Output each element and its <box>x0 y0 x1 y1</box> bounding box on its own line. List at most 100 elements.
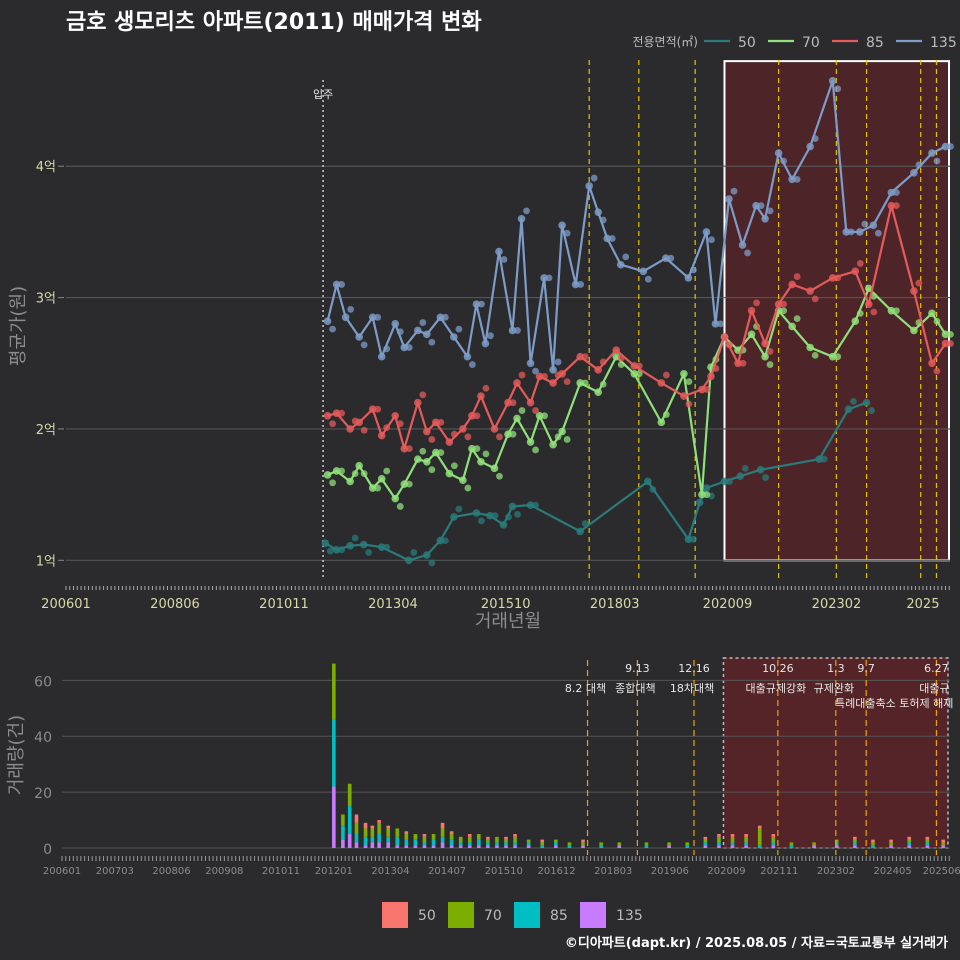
point-70 <box>323 471 332 479</box>
x-tick-label: 200806 <box>150 597 200 612</box>
volume-bar-135 <box>440 842 445 848</box>
point-70 <box>477 457 485 466</box>
point-70 <box>473 445 481 453</box>
point-85 <box>423 427 431 436</box>
point-70 <box>865 284 873 293</box>
volume-bar-70 <box>341 814 345 826</box>
point-85 <box>377 431 386 440</box>
volume-bar-135 <box>431 845 436 848</box>
legend-swatch-135 <box>580 902 606 928</box>
volume-bar-70 <box>554 839 558 843</box>
volume-bar-135 <box>495 845 499 848</box>
point-70 <box>947 330 954 338</box>
point-135 <box>738 241 747 249</box>
point-70 <box>910 326 918 335</box>
point-50 <box>332 545 341 554</box>
point-135 <box>329 325 336 333</box>
volume-bar-85 <box>644 845 649 848</box>
point-70 <box>518 407 526 414</box>
point-85 <box>558 369 566 378</box>
volume-bar-135 <box>667 845 671 848</box>
volume-bar-135 <box>907 845 912 848</box>
point-135 <box>915 161 923 169</box>
annotation-text: 18차대책 <box>670 682 714 695</box>
point-135 <box>834 85 842 93</box>
volume-bar-50 <box>581 839 585 843</box>
point-50 <box>581 520 589 527</box>
legend-title: 전용면적(㎡) <box>632 35 698 49</box>
point-135 <box>599 216 607 224</box>
point-70 <box>423 457 431 466</box>
point-50 <box>472 509 481 517</box>
volume-bar-85 <box>404 839 409 846</box>
volume-bar-135 <box>812 845 816 848</box>
point-85 <box>445 438 454 446</box>
point-85 <box>806 287 814 295</box>
point-50 <box>505 513 512 521</box>
volume-bar-135 <box>526 845 531 848</box>
point-50 <box>326 547 334 555</box>
point-70 <box>513 414 521 423</box>
point-70 <box>766 361 774 368</box>
volume-bar-85 <box>871 845 875 848</box>
point-70 <box>558 427 566 436</box>
point-70 <box>599 380 607 388</box>
point-70 <box>581 379 589 387</box>
point-85 <box>739 359 747 367</box>
point-50 <box>428 559 436 567</box>
point-135 <box>441 313 449 321</box>
volume-bar-70 <box>771 836 776 843</box>
volume-bar-70 <box>599 842 603 846</box>
annotation-date: 6.27 <box>924 662 949 675</box>
point-135 <box>436 313 445 322</box>
point-70 <box>432 448 440 457</box>
point-50 <box>702 484 711 492</box>
point-85 <box>915 279 923 287</box>
point-70 <box>391 494 400 503</box>
point-85 <box>793 273 801 280</box>
volume-bar-85 <box>413 839 418 846</box>
point-85 <box>910 287 918 295</box>
point-85 <box>865 300 873 308</box>
point-135 <box>780 157 788 165</box>
volume-bar-85 <box>757 845 762 848</box>
point-85 <box>332 409 341 417</box>
point-50 <box>410 549 418 556</box>
point-85 <box>635 362 643 370</box>
volume-bar-70 <box>853 839 857 843</box>
volume-bar-85 <box>332 719 336 787</box>
annotation-date: 9.7 <box>857 662 875 675</box>
volume-bar-135 <box>513 845 517 848</box>
point-135 <box>711 320 720 328</box>
point-70 <box>892 307 900 315</box>
point-135 <box>500 256 508 263</box>
point-135 <box>869 221 878 230</box>
volume-bar-85 <box>526 842 531 846</box>
point-50 <box>499 521 508 529</box>
volume-bar-85 <box>495 842 499 846</box>
point-85 <box>581 353 589 361</box>
point-85 <box>428 436 436 443</box>
volume-bar-135 <box>347 834 352 848</box>
point-135 <box>730 187 738 195</box>
volume-bar-135 <box>404 845 409 848</box>
point-85 <box>518 371 526 379</box>
x-axis-label: 거래년월 <box>475 611 541 632</box>
point-50 <box>762 474 769 481</box>
point-50 <box>649 485 657 493</box>
point-85 <box>383 424 391 432</box>
point-135 <box>455 325 463 333</box>
point-135 <box>828 77 837 85</box>
point-70 <box>680 369 688 378</box>
volume-bar-135 <box>395 845 400 848</box>
point-50 <box>338 546 346 554</box>
volume-bar-135 <box>422 845 427 848</box>
point-70 <box>459 476 467 484</box>
point-85 <box>329 420 336 428</box>
volume-bar-70 <box>667 842 671 846</box>
point-50 <box>644 477 652 486</box>
point-85 <box>432 418 440 427</box>
point-135 <box>377 352 386 361</box>
volume-bar-70 <box>413 834 418 840</box>
point-135 <box>788 175 796 184</box>
